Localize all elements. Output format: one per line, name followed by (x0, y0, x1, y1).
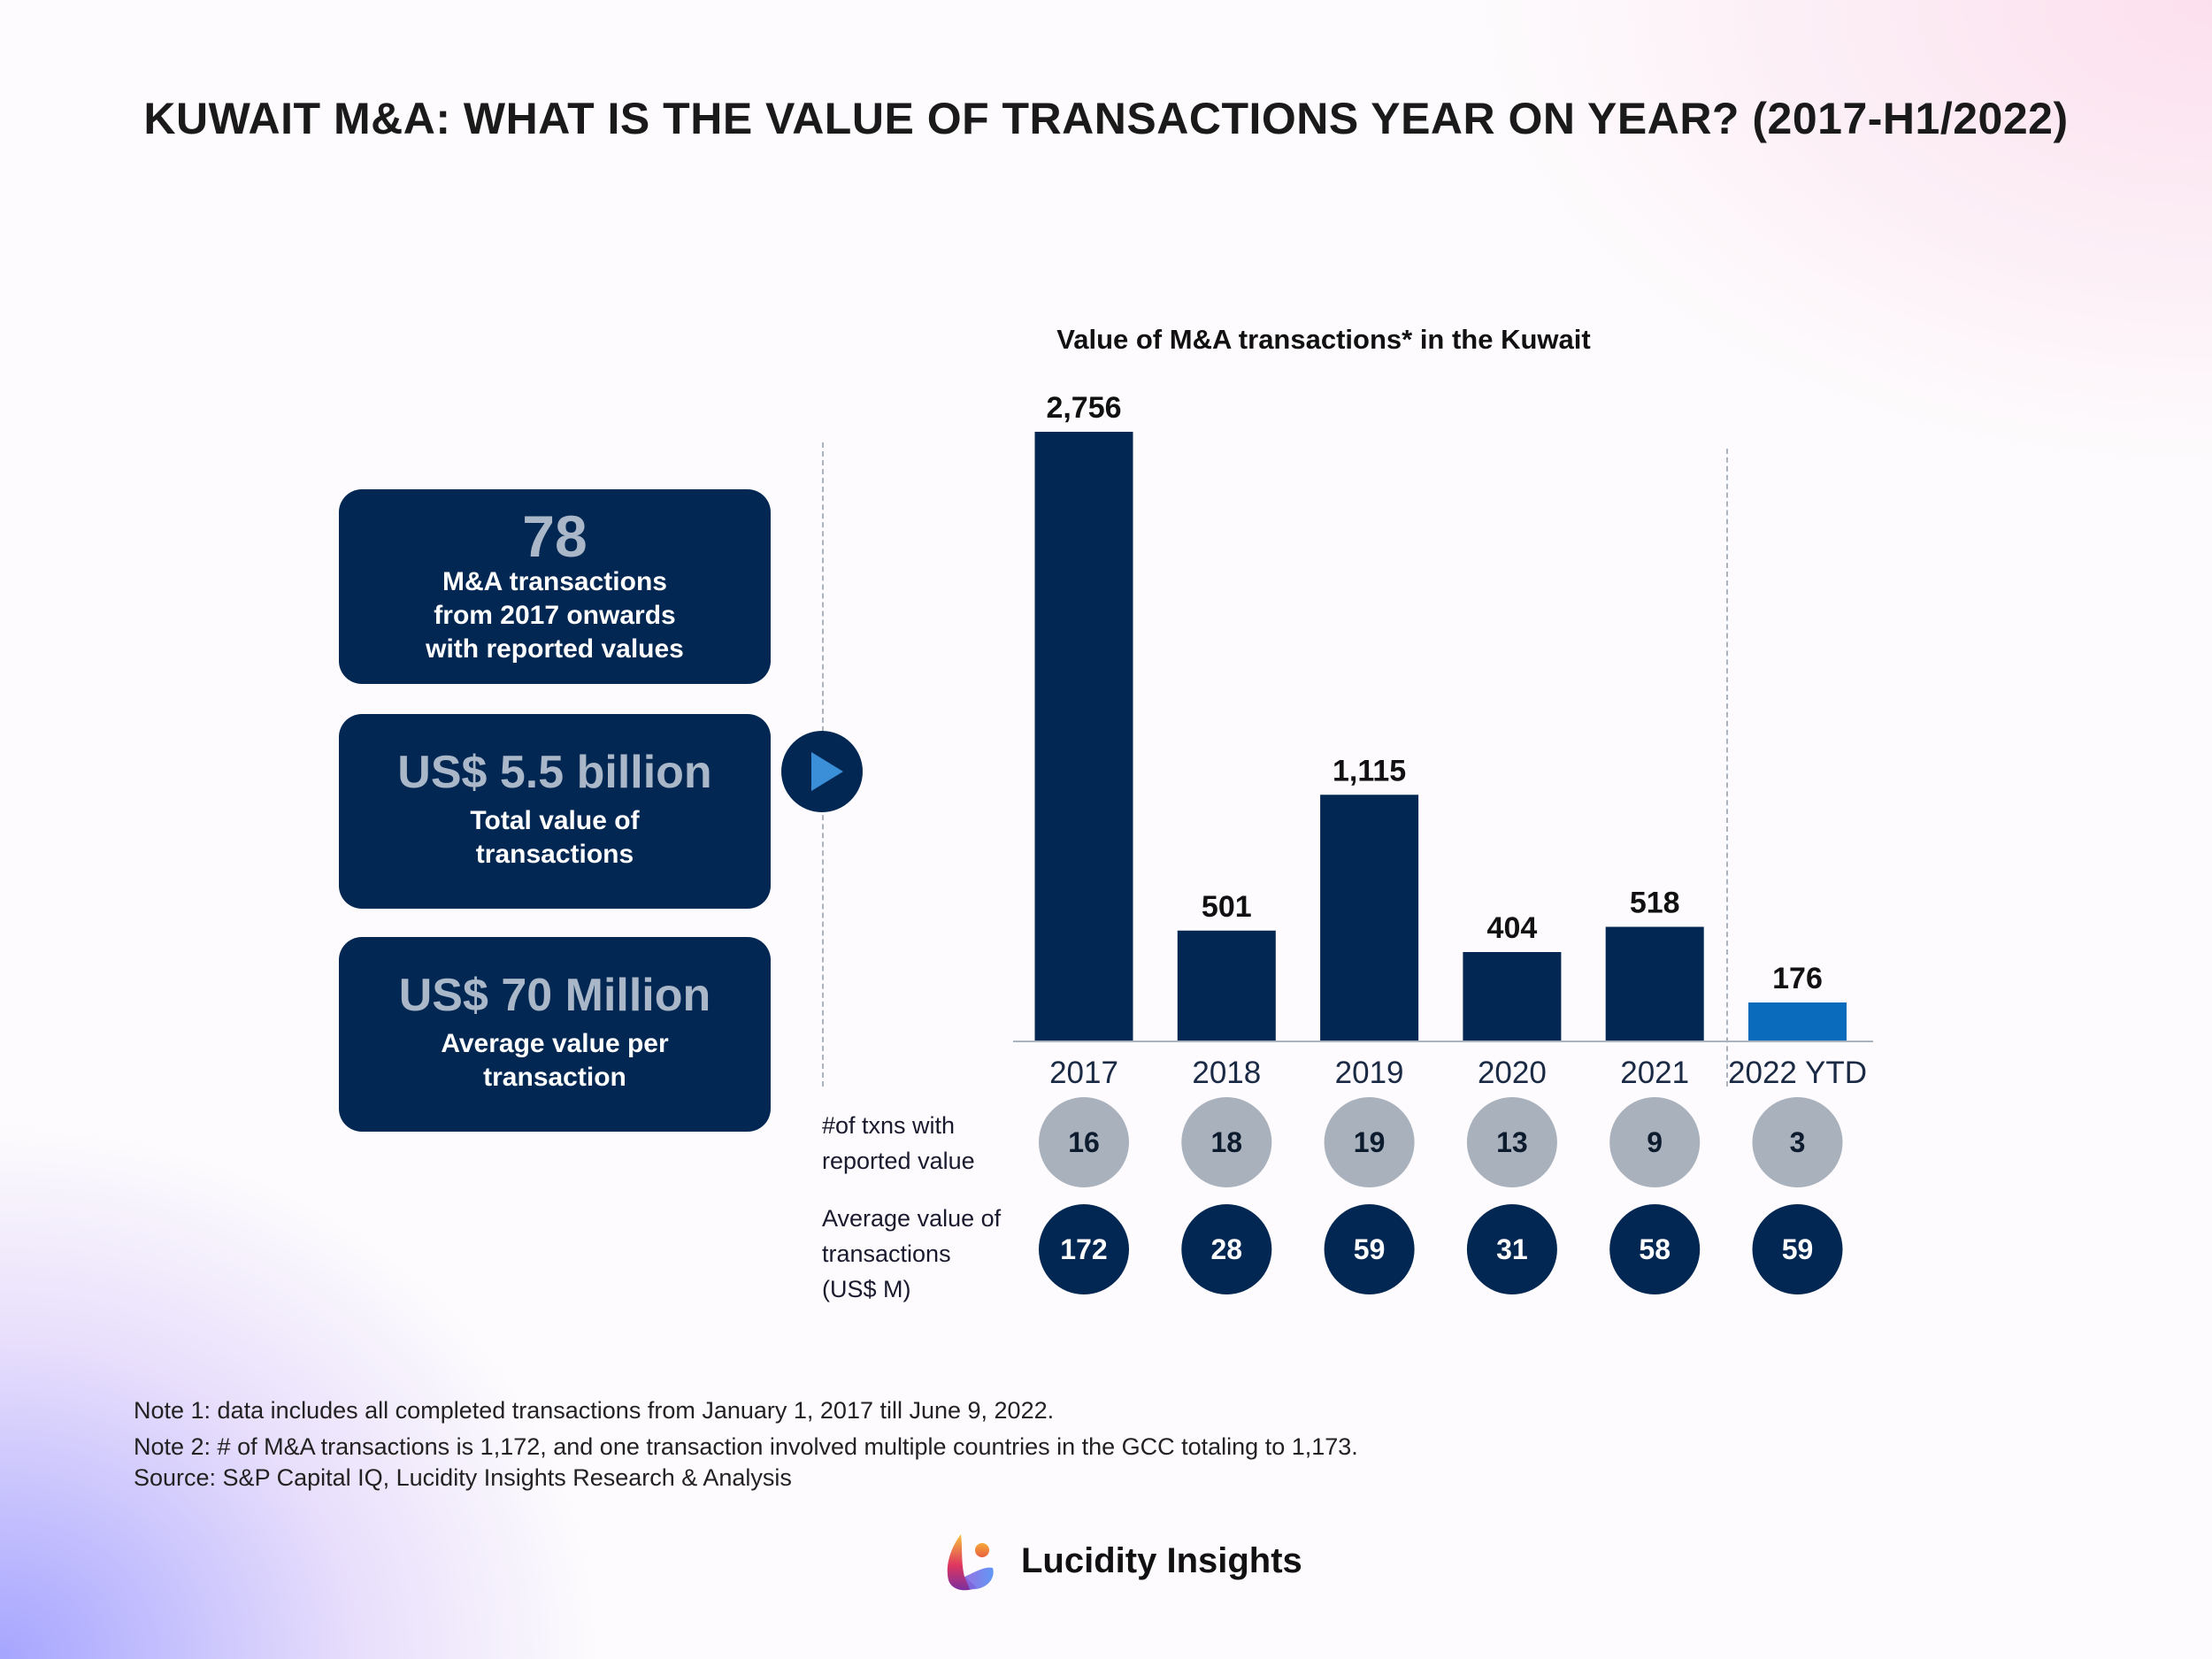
kpi-label: Total value of (470, 806, 640, 835)
kpi-card-transactions: 78 M&A transactions from 2017 onwards wi… (339, 489, 771, 684)
x-tick-label: 2021 (1620, 1056, 1689, 1090)
row-circle (1181, 1097, 1272, 1187)
x-tick-label: 2019 (1335, 1056, 1404, 1090)
row-label-line: (US$ M) (822, 1276, 911, 1302)
row-label-txn-count: #of txns with reported value (822, 1108, 975, 1179)
row-value: 13 (1496, 1126, 1528, 1158)
bar-value-label: 501 (1202, 890, 1252, 924)
kpi-card-average-value: US$ 70 Million Average value per transac… (339, 937, 771, 1132)
brand-name: Lucidity Insights (1021, 1541, 1302, 1580)
kpi-label: from 2017 onwards (434, 601, 676, 630)
source-note: Source: S&P Capital IQ, Lucidity Insight… (134, 1464, 792, 1491)
chart-title: Value of M&A transactions* in the Kuwait (1056, 324, 1591, 355)
kpi-card-total-value: US$ 5.5 billion Total value of transacti… (339, 714, 771, 909)
play-arrow-icon (781, 731, 863, 812)
note-2: Note 2: # of M&A transactions is 1,172, … (134, 1433, 1358, 1460)
bar (1177, 930, 1276, 1041)
row-circle (1324, 1204, 1415, 1294)
row-value: 28 (1211, 1233, 1243, 1265)
kpi-value: 78 (522, 503, 588, 569)
row-value: 18 (1211, 1126, 1243, 1158)
row-label-line: transactions (822, 1240, 951, 1267)
kpi-label: Average value per (441, 1029, 669, 1058)
bar (1320, 795, 1419, 1041)
bar (1605, 926, 1704, 1041)
bar-value-label: 404 (1487, 911, 1538, 945)
row-value: 16 (1068, 1126, 1100, 1158)
row-circle (1752, 1204, 1843, 1294)
kpi-value: US$ 70 Million (398, 970, 711, 1021)
bar (1748, 1002, 1847, 1041)
lucidity-logo-icon (947, 1534, 994, 1591)
kpi-label: M&A transactions (442, 567, 667, 596)
x-tick-label: 2022 YTD (1728, 1056, 1867, 1090)
x-tick-label: 2017 (1049, 1056, 1118, 1090)
kpi-label: transaction (483, 1063, 626, 1092)
bar-value-label: 176 (1772, 962, 1823, 995)
page-title: KUWAIT M&A: WHAT IS THE VALUE OF TRANSAC… (143, 94, 2069, 143)
row-value: 59 (1354, 1233, 1386, 1265)
x-tick-label: 2018 (1192, 1056, 1261, 1090)
row-value: 172 (1060, 1233, 1107, 1265)
x-tick-label: 2020 (1478, 1056, 1547, 1090)
row-value: 59 (1782, 1233, 1814, 1265)
row-label-line: #of txns with (822, 1112, 956, 1139)
row-circle (1039, 1204, 1129, 1294)
row-circle (1466, 1097, 1557, 1187)
row-label-line: Average value of (822, 1205, 1002, 1232)
row-value: 19 (1354, 1126, 1386, 1158)
row-circle (1609, 1204, 1701, 1294)
row-circle (1324, 1097, 1415, 1187)
row-value: 58 (1639, 1233, 1671, 1265)
row-circle (1039, 1097, 1129, 1187)
bar-chart: 2,756 2017 16 172 501 2018 18 28 1,115 2019 19 59 40… (1013, 391, 1873, 1294)
row-circle (1609, 1097, 1701, 1187)
note-1: Note 1: data includes all completed tran… (134, 1397, 1055, 1424)
row-value: 9 (1647, 1126, 1663, 1158)
row-value: 31 (1496, 1233, 1528, 1265)
bar (1034, 432, 1133, 1041)
bar-value-label: 2,756 (1046, 391, 1121, 425)
bar-value-label: 518 (1630, 887, 1680, 920)
row-label-line: reported value (822, 1148, 975, 1174)
row-circle (1181, 1204, 1272, 1294)
bar (1463, 952, 1562, 1041)
bar-value-label: 1,115 (1333, 754, 1406, 787)
kpi-label: transactions (475, 840, 634, 869)
row-circle (1752, 1097, 1843, 1187)
divider-dashed-line-ytd (1726, 449, 1728, 1087)
kpi-value: US$ 5.5 billion (397, 747, 712, 798)
kpi-label: with reported values (426, 634, 684, 664)
row-circle (1466, 1204, 1557, 1294)
row-value: 3 (1790, 1126, 1806, 1158)
row-label-average-value: Average value of transactions (US$ M) (822, 1201, 1001, 1307)
